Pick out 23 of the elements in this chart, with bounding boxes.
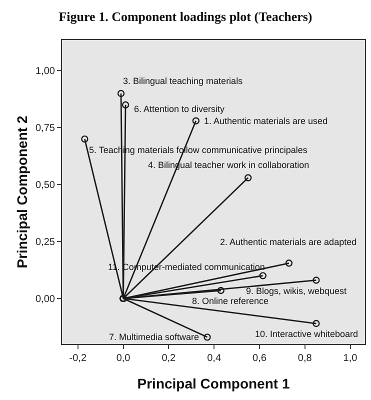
y-tick-label: 0,25 [36, 237, 56, 248]
y-tick-label: 0,75 [36, 123, 56, 134]
x-tick-label: -0,2 [69, 353, 87, 364]
y-tick-label: 1,00 [36, 66, 56, 78]
x-tick-label: 0,8 [298, 353, 312, 364]
series-label: 3. Bilingual teaching materials [123, 76, 244, 86]
x-tick-label: 0,4 [207, 353, 222, 364]
series-label: 7. Multimedia software [109, 332, 200, 342]
text: 2. Authentic materials are adapted [220, 237, 357, 247]
x-tick-label: 0,6 [252, 353, 267, 364]
x-tick-label: 0,2 [162, 353, 176, 364]
series-label: 8. Online reference [192, 296, 269, 306]
x-tick-label: 0,0 [116, 353, 131, 364]
x-axis-title: Principal Component 1 [137, 375, 290, 392]
y-axis-title: Principal Component 2 [14, 116, 30, 268]
chart-title: Figure 1. Component loadings plot (Teachers) [58, 9, 312, 24]
series-label: 6. Attention to diversity [134, 104, 226, 114]
x-tick-label: 1,0 [343, 353, 358, 364]
series-label: 10. Interactive whiteboard [255, 329, 358, 339]
y-tick-label: 0,50 [36, 180, 56, 192]
series-label: 9. Blogs, wikis, webquest [246, 286, 348, 296]
series-label: 1. Authentic materials are used [204, 116, 328, 126]
y-tick-label: 0,00 [36, 294, 56, 305]
